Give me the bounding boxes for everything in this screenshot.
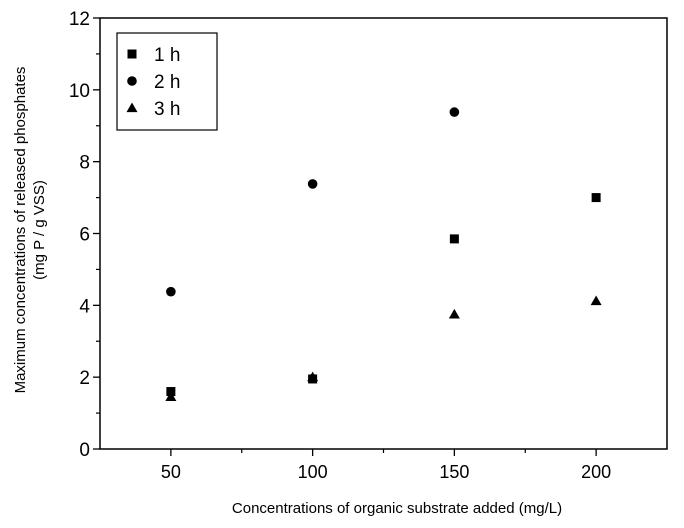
y-tick-label: 8 <box>79 153 90 174</box>
x-tick-label: 100 <box>298 462 328 482</box>
y-axis-label: Maximum concentrations of released phosp… <box>12 67 48 394</box>
y-tick-label: 2 <box>79 368 90 389</box>
x-tick-label: 50 <box>161 462 181 482</box>
y-tick-label: 12 <box>69 9 90 30</box>
y-axis-label-line1: Maximum concentrations of released phosp… <box>12 67 29 394</box>
x-tick-label: 200 <box>581 462 611 482</box>
data-point-circle-series-2 <box>166 286 176 297</box>
ticks-layer: 0 2 4 6 8 10 12 50 100 150 200 <box>69 9 611 482</box>
data-point-square-series-1 <box>591 193 601 203</box>
data-point-triangle-series-3 <box>165 391 177 402</box>
data-point-triangle-series-3 <box>590 295 602 306</box>
data-point-triangle-series-3 <box>307 371 319 382</box>
y-tick-label: 10 <box>69 81 90 102</box>
data-point-square-series-1 <box>449 234 459 244</box>
legend-marker-square <box>127 49 137 59</box>
data-point-circle-series-2 <box>449 107 460 117</box>
legend-label: 3 h <box>154 99 180 120</box>
data-marks-layer <box>165 107 602 402</box>
legend-marker-circle <box>127 76 137 86</box>
y-tick-label: 0 <box>79 440 90 461</box>
x-axis-label: Concentrations of organic substrate adde… <box>232 500 562 517</box>
y-tick-label: 6 <box>79 225 90 246</box>
data-point-triangle-series-3 <box>448 308 460 319</box>
y-tick-label: 4 <box>79 296 90 317</box>
x-tick-label: 150 <box>439 462 469 482</box>
legend-label: 2 h <box>154 72 180 93</box>
legend-label: 1 h <box>154 45 180 66</box>
legend: 1 h 2 h 3 h <box>116 32 218 131</box>
data-point-circle-series-2 <box>307 179 318 189</box>
y-axis-label-line2: (mg P / g VSS) <box>31 180 48 280</box>
legend-marker-triangle <box>126 102 138 113</box>
